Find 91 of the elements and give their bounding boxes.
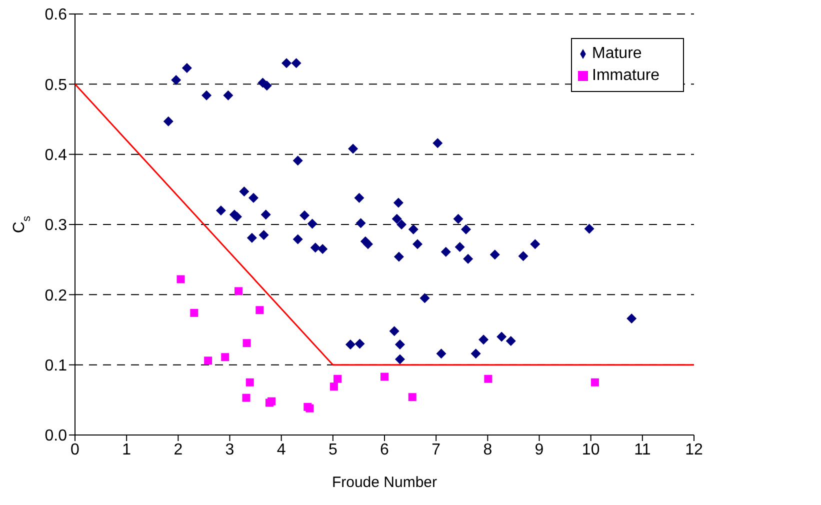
point [239,186,250,197]
point [394,354,405,364]
x-tick-label: 3 [225,441,234,458]
point [216,205,226,216]
y-tick-label: 0.5 [44,76,68,94]
point [171,74,182,85]
point [408,393,416,402]
point [394,252,404,262]
point [506,336,516,346]
point [246,232,257,243]
point [348,144,358,154]
y-tick-label: 0.2 [44,287,68,304]
point [626,314,637,324]
x-tick-label: 10 [582,441,600,458]
point [262,80,272,91]
point [345,339,356,350]
x-tick-label: 8 [483,441,492,458]
point [518,251,528,262]
point [190,308,198,317]
point [432,138,443,148]
y-tick-label: 0.3 [44,217,68,234]
point [182,63,192,74]
point [356,218,366,228]
point [318,244,328,254]
point [393,198,404,208]
point [307,218,318,229]
point [530,239,540,250]
point [234,287,243,296]
point [490,250,500,260]
point [478,334,489,345]
point [354,192,364,203]
point [420,293,430,304]
point [223,90,234,100]
x-tick-label: 11 [634,441,651,458]
point [242,339,251,348]
point [389,326,400,336]
x-tick-label: 2 [174,441,183,458]
point [584,224,594,234]
x-tick-label: 1 [122,441,132,458]
point [268,397,276,406]
x-tick-label: 12 [685,441,703,458]
point [470,348,481,359]
point [463,254,474,264]
point [362,239,373,250]
point [258,230,269,240]
y-tick-label: 0.1 [44,358,68,375]
point [380,372,388,381]
point [484,374,492,383]
point [436,348,446,359]
point [310,242,320,253]
point [242,394,250,402]
point [256,306,264,314]
point [260,210,271,220]
point [292,156,303,166]
point [396,220,407,230]
x-tick-label: 6 [380,441,390,458]
point [204,356,212,365]
point [300,210,310,220]
point [330,382,338,391]
y-tick-label: 0.6 [44,6,68,24]
point [454,242,465,252]
x-tick-label: 0 [70,441,80,458]
point [590,378,599,386]
point [392,214,402,224]
point [496,332,507,342]
point [354,338,365,349]
y-tick-label: 0.4 [44,147,68,164]
point [334,374,342,383]
point [292,234,303,244]
point [291,58,302,68]
point [412,239,423,250]
point [248,192,258,203]
y-tick-label: 0.0 [44,428,68,445]
point [281,58,292,68]
point [408,224,418,234]
point [461,224,471,234]
point [394,339,405,350]
point [440,246,451,257]
point [453,214,464,224]
point [176,275,185,284]
point [221,353,230,362]
x-axis-title: Froude Number [332,474,438,491]
legend-label: Mature [592,45,642,62]
x-tick-label: 7 [432,441,441,458]
x-tick-label: 9 [534,441,544,458]
point [163,116,174,126]
x-tick-label: 5 [328,441,338,458]
x-tick-label: 4 [276,441,286,458]
legend-label: Immature [592,67,660,84]
point [202,90,212,100]
point [246,378,254,386]
